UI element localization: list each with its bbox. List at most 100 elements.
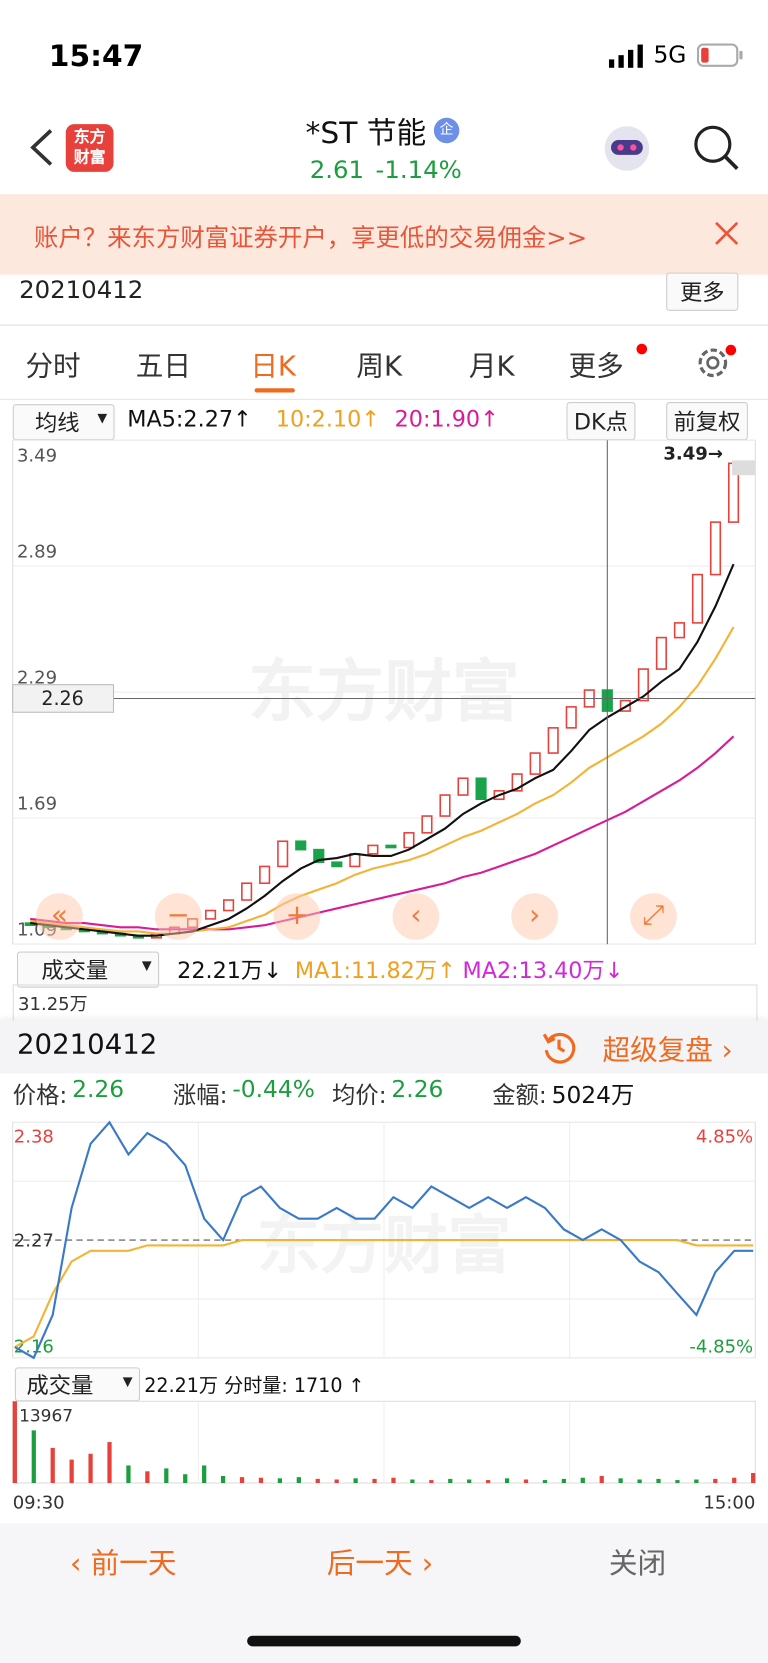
volume-bar: [12, 1401, 17, 1483]
volume-bar: [107, 1442, 112, 1483]
panel-date: 20210412: [16, 1028, 158, 1061]
vol-selector[interactable]: 成交量 ▼: [16, 951, 160, 988]
scroll-right[interactable]: ›: [511, 893, 558, 940]
volume-bar: [372, 1478, 377, 1483]
volume-bar: [296, 1477, 301, 1483]
x-label: 09:30: [13, 1492, 65, 1513]
tab[interactable]: 分时: [25, 351, 81, 383]
candle: [565, 706, 577, 729]
candle: [277, 840, 289, 868]
candle: [457, 777, 469, 796]
volume-bar: [448, 1478, 453, 1483]
scroll-left-fast[interactable]: «: [36, 893, 83, 940]
next-day-text[interactable]: 后一天: [326, 1547, 413, 1581]
zoom-in[interactable]: +: [273, 893, 321, 940]
volume-bar: [334, 1479, 339, 1483]
fullscreen[interactable]: ⤢: [630, 893, 677, 940]
battery-icon: [696, 43, 743, 67]
close-banner[interactable]: [714, 221, 739, 246]
volume-bar: [599, 1475, 604, 1483]
home-indicator: [247, 1635, 521, 1647]
search-icon[interactable]: [692, 123, 741, 172]
change: -1.14%: [375, 156, 462, 185]
tab[interactable]: 月K: [468, 351, 515, 383]
y-tick-label: 2.27: [14, 1230, 54, 1251]
vol-ma2: MA2:13.40万↓: [462, 957, 624, 984]
replay-text[interactable]: 超级复盘: [602, 1035, 713, 1068]
divider: [0, 324, 768, 326]
info-key: 价格:: [12, 1083, 68, 1110]
tab[interactable]: 五日: [135, 351, 191, 383]
max-label: 3.49→: [663, 443, 723, 464]
tab-active[interactable]: 日K: [250, 351, 297, 383]
replay-icon[interactable]: [541, 1029, 577, 1065]
time: 15:47: [48, 38, 144, 74]
panel-header: [0, 1020, 768, 1074]
candle: [655, 636, 667, 670]
volume-bar: [637, 1479, 642, 1483]
candle: [529, 752, 541, 775]
volume-bar: [277, 1478, 283, 1483]
y-tick-label: 2.89: [17, 542, 57, 563]
avg-line: [14, 1239, 754, 1349]
iv-selector[interactable]: 成交量 ▼: [14, 1367, 141, 1402]
adjust-button[interactable]: 前复权: [666, 402, 748, 441]
intraday-volume-chart: 13967 09:30 15:00: [12, 1400, 756, 1513]
badge: 企: [433, 117, 460, 144]
ma-selector[interactable]: 均线 ▼: [12, 404, 115, 441]
volume-bar: [429, 1480, 434, 1483]
more-button[interactable]: 更多: [666, 272, 739, 311]
prev-day[interactable]: ‹ 前一天: [70, 1547, 177, 1581]
banner[interactable]: [0, 194, 768, 275]
iv-selector-text: 成交量: [26, 1372, 94, 1399]
volume-bar: [31, 1430, 36, 1483]
volume-bar: [618, 1478, 623, 1483]
price-line: [14, 1120, 754, 1360]
candle: [475, 777, 487, 801]
info-key: 均价:: [332, 1083, 387, 1110]
volume-bar: [486, 1480, 491, 1483]
ma-line: [30, 626, 735, 935]
vol-label: 22.21万↓: [177, 957, 282, 984]
replay-link[interactable]: 超级复盘 ›: [602, 1035, 733, 1068]
ma-line: [30, 735, 735, 931]
candle: [223, 899, 235, 912]
volume-bar: [145, 1471, 150, 1483]
volume-bar: [126, 1465, 131, 1483]
volume-bar: [675, 1480, 680, 1483]
candle: [511, 773, 523, 792]
settings-icon[interactable]: [695, 344, 737, 382]
tab[interactable]: 更多: [568, 351, 624, 383]
volume-bar: [694, 1479, 699, 1483]
scroll-left[interactable]: ‹: [392, 893, 440, 940]
next-day[interactable]: 后一天 ›: [326, 1547, 434, 1581]
candle: [709, 521, 722, 576]
candle: [673, 622, 686, 639]
volume-bar: [391, 1477, 396, 1483]
candle: [691, 573, 704, 624]
ma20-label: 20:1.90↑: [394, 406, 499, 432]
volume-bar: [713, 1478, 718, 1483]
pct-label: 4.85%: [696, 1126, 753, 1147]
prev-day-text[interactable]: 前一天: [90, 1547, 177, 1581]
vol-selector-text: 成交量: [41, 957, 109, 984]
candle: [421, 815, 433, 834]
volume-bar: [220, 1475, 226, 1483]
signal-icon: [608, 44, 643, 68]
volume-bar: [561, 1478, 566, 1483]
zoom-out[interactable]: −: [154, 893, 202, 940]
candle: [403, 832, 415, 849]
dk-button[interactable]: DK点: [566, 402, 636, 441]
banner-text[interactable]: 账户？来东方财富证券开户，享更低的交易佣金>>: [33, 224, 588, 253]
candle: [331, 861, 343, 868]
robot-icon[interactable]: [600, 123, 653, 174]
y-tick-label: 1.69: [17, 794, 57, 815]
close-button[interactable]: 关闭: [608, 1547, 667, 1581]
candle: [367, 844, 379, 855]
tab[interactable]: 周K: [356, 351, 403, 383]
candle: [547, 727, 559, 754]
back-button[interactable]: [28, 127, 56, 167]
candle: [295, 840, 307, 851]
